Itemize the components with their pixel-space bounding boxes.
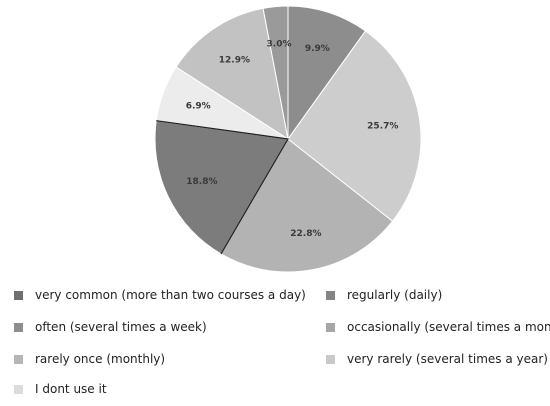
legend-item: regularly (daily) [326, 288, 442, 302]
pie-slice [287, 30, 422, 222]
legend: very common (more than two courses a day… [0, 284, 550, 404]
slice-label: 22.8% [290, 229, 321, 239]
slice-label: 6.9% [186, 102, 211, 112]
legend-item: I dont use it [14, 382, 107, 396]
legend-label: occasionally (several times a month) [347, 320, 550, 334]
legend-swatch [14, 354, 23, 364]
pie-slice [175, 7, 289, 141]
slice-label: 18.8% [186, 177, 217, 187]
legend-label: often (several times a week) [35, 320, 207, 334]
legend-label: I dont use it [35, 382, 107, 396]
legend-swatch [14, 290, 23, 300]
slice-outline [156, 120, 289, 255]
pie-slice [262, 5, 289, 140]
legend-item: often (several times a week) [14, 320, 207, 334]
slice-label: 3.0% [267, 40, 292, 50]
legend-label: very common (more than two courses a day… [35, 288, 306, 302]
pie-chart: 9.9% 25.7% 22.8% 18.8% 6.9% 12.9% 3.0% [154, 5, 422, 273]
legend-swatch [14, 322, 23, 332]
pie-slice [287, 5, 367, 141]
legend-swatch [14, 384, 23, 394]
legend-swatch [326, 354, 335, 364]
legend-item: occasionally (several times a month) [326, 320, 550, 334]
legend-label: rarely once (monthly) [35, 352, 166, 366]
legend-swatch [326, 322, 335, 332]
legend-label: regularly (daily) [347, 288, 443, 302]
slice-label: 12.9% [219, 56, 250, 66]
slice-label: 9.9% [305, 44, 330, 54]
legend-item: very rarely (several times a year) [326, 352, 548, 366]
pie-slice [154, 120, 289, 255]
pie-slice [220, 138, 394, 273]
legend-label: very rarely (several times a year) [347, 352, 548, 366]
slice-label: 25.7% [367, 122, 398, 132]
legend-item: very common (more than two courses a day… [14, 288, 306, 302]
legend-swatch [326, 290, 335, 300]
legend-item: rarely once (monthly) [14, 352, 165, 366]
